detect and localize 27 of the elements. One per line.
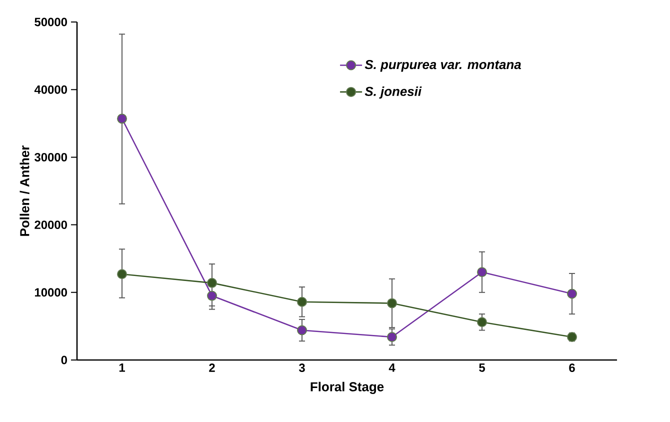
y-tick-label: 10000 <box>34 288 67 297</box>
x-tick-label: 4 <box>388 364 396 372</box>
y-tick-label: 30000 <box>34 152 67 162</box>
point <box>387 332 398 342</box>
point <box>207 290 218 301</box>
x-axis-title: Floral Stage <box>310 382 384 394</box>
point <box>207 278 218 288</box>
y-axis-title: Pollen / Anther <box>20 146 30 236</box>
y-tick-label: 0 <box>61 356 67 364</box>
point <box>477 317 488 328</box>
point <box>387 298 398 308</box>
point <box>477 267 488 278</box>
point <box>117 114 128 124</box>
x-tick-label: 6 <box>569 364 575 372</box>
y-tick-label: 40000 <box>34 85 67 94</box>
y-tick-label: 20000 <box>34 220 67 230</box>
legend-label: S. purpurea var. montana <box>364 60 521 72</box>
point <box>297 325 308 336</box>
x-tick-label: 3 <box>298 364 305 372</box>
x-tick-label: 1 <box>119 364 125 372</box>
x-tick-label: 5 <box>479 364 485 372</box>
point <box>297 296 308 307</box>
y-tick-label: 50000 <box>34 18 67 26</box>
x-tick-label: 2 <box>209 364 215 372</box>
point <box>117 269 128 280</box>
point <box>567 288 578 299</box>
legend-label: S. jonesii <box>364 86 422 99</box>
